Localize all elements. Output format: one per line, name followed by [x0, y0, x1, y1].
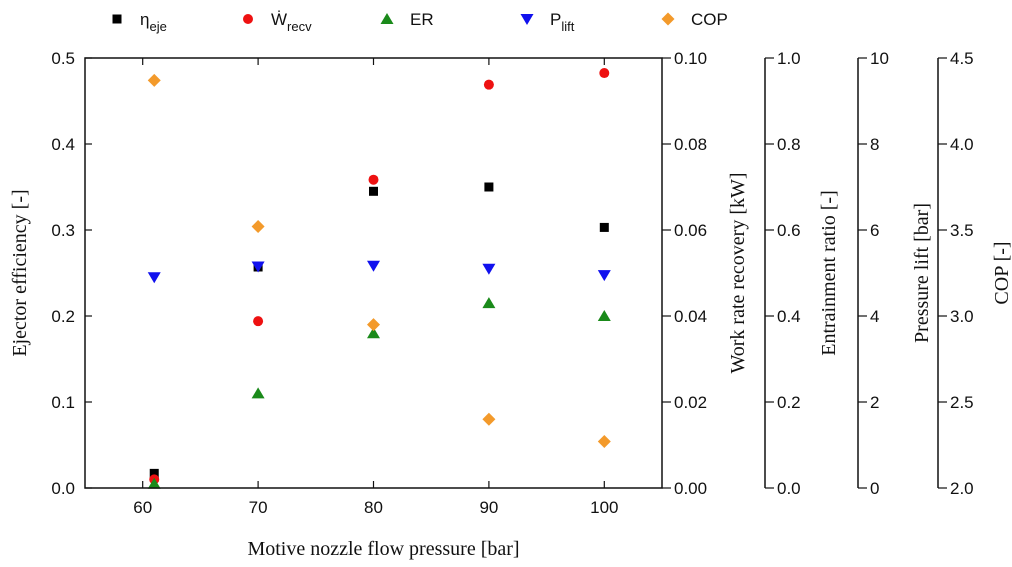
- point-er: [251, 387, 265, 399]
- point-plift: [367, 260, 380, 272]
- legend-marker: [243, 14, 253, 24]
- point-recv: [368, 174, 379, 185]
- y-tick-label-right: 2.5: [950, 393, 974, 412]
- point-eje: [369, 186, 378, 196]
- y-tick-label-right: 10: [870, 49, 889, 68]
- x-tick-label: 60: [133, 498, 152, 517]
- plot-frame: [84, 57, 663, 489]
- y-axis-label-right: COP [-]: [991, 241, 1012, 304]
- y-tick-label-right: 6: [870, 221, 879, 240]
- y-tick-label-right: 0.08: [674, 135, 707, 154]
- point-er: [597, 310, 611, 321]
- y-axis-label-right: Work rate recovery [kW]: [727, 172, 749, 373]
- legend-label: Plift: [550, 10, 575, 34]
- legend-label-main: Ẇ: [271, 10, 287, 29]
- y-tick-label-left: 0.4: [51, 135, 75, 154]
- y-axis-label-right: Pressure lift [bar]: [911, 203, 933, 343]
- legend-label-sub: lift: [561, 19, 574, 34]
- y-tick-label-right: 2: [870, 393, 879, 412]
- y-tick-label-right: 1.0: [777, 49, 801, 68]
- legend-label: ER: [410, 10, 434, 29]
- point-recv: [599, 68, 610, 79]
- y-tick-label-right: 0.4: [777, 307, 801, 326]
- x-tick-label: 70: [249, 498, 268, 517]
- x-axis-label: Motive nozzle flow pressure [bar]: [247, 538, 519, 560]
- point-plift: [597, 270, 611, 282]
- legend-marker: [112, 14, 122, 24]
- y-tick-label-left: 0.5: [51, 49, 75, 68]
- y-tick-label-right: 0.04: [674, 307, 707, 326]
- y-tick-label-left: 0.2: [51, 307, 75, 326]
- point-eje: [149, 468, 159, 478]
- legend-label-main: P: [550, 10, 561, 29]
- point-recv: [253, 316, 264, 327]
- legend-label: COP: [691, 10, 728, 29]
- point-er: [147, 477, 161, 489]
- y-tick-label-right: 0.6: [777, 221, 801, 240]
- y-tick-label-right: 0.06: [674, 221, 707, 240]
- y-tick-label-left: 0.1: [51, 393, 75, 412]
- x-tick-label: 90: [479, 498, 498, 517]
- point-plift: [147, 272, 161, 284]
- y-tick-label-right: 0.00: [674, 479, 707, 498]
- y-tick-label-left: 0.3: [51, 221, 75, 240]
- legend-label-sub: recv: [287, 19, 312, 34]
- x-tick-label: 100: [590, 498, 618, 517]
- y-tick-label-right: 0.0: [777, 479, 801, 498]
- legend-label-main: ER: [410, 10, 434, 29]
- y-tick-label-right: 0.8: [777, 135, 801, 154]
- y-axis-label-left: Ejector efficiency [-]: [9, 189, 31, 356]
- y-tick-label-right: 3.5: [950, 221, 974, 240]
- legend-label-sub: eje: [149, 19, 166, 34]
- legend-label: ηeje: [140, 10, 167, 34]
- legend-marker: [661, 12, 675, 26]
- point-plift: [482, 263, 496, 275]
- point-er: [367, 327, 380, 339]
- point-recv: [483, 79, 494, 90]
- point-cop: [597, 435, 611, 449]
- y-tick-label-right: 0.02: [674, 393, 707, 412]
- y-tick-label-right: 2.0: [950, 479, 974, 498]
- legend-label-main: η: [140, 10, 149, 29]
- plot-area: [147, 68, 611, 489]
- legend-label-main: COP: [691, 10, 728, 29]
- point-cop: [251, 220, 265, 234]
- point-plift: [251, 261, 265, 273]
- point-eje: [599, 222, 609, 232]
- y-tick-label-right: 0: [870, 479, 879, 498]
- point-cop: [482, 412, 496, 426]
- legend-marker: [520, 14, 534, 25]
- y-tick-label-right: 8: [870, 135, 879, 154]
- legend: ηeje Ẇrecv ER Plift COP: [112, 10, 728, 34]
- legend-marker: [380, 13, 394, 24]
- x-tick-label: 80: [364, 498, 383, 517]
- y-tick-label-right: 4: [870, 307, 879, 326]
- y-axis-label-right: Entrainment ratio [-]: [818, 190, 840, 356]
- y-tick-label-right: 0.2: [777, 393, 801, 412]
- legend-label: Ẇrecv: [271, 10, 312, 34]
- point-cop: [367, 318, 380, 332]
- y-tick-label-right: 0.10: [674, 49, 707, 68]
- point-eje: [484, 182, 494, 192]
- point-cop: [147, 73, 161, 87]
- point-er: [482, 297, 496, 309]
- y-tick-label-left: 0.0: [51, 479, 75, 498]
- y-tick-label-right: 3.0: [950, 307, 974, 326]
- y-tick-label-right: 4.0: [950, 135, 974, 154]
- y-tick-label-right: 4.5: [950, 49, 974, 68]
